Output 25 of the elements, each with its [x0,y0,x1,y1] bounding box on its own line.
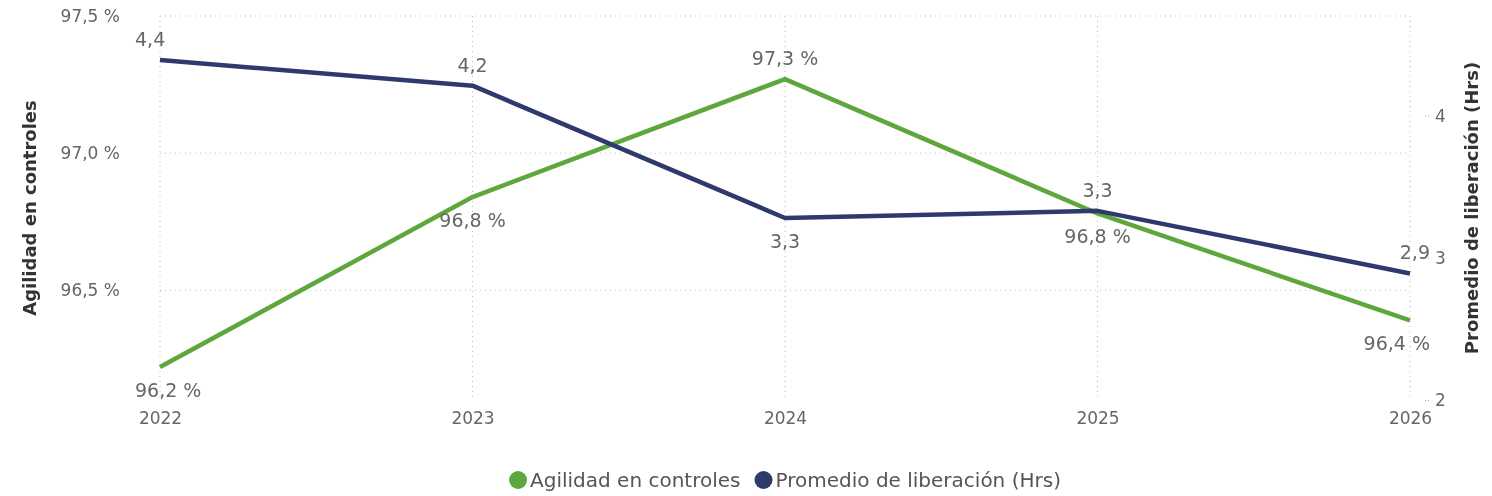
y2-tick-label: 3 [1435,247,1446,268]
x-tick-label: 2026 [1388,408,1433,429]
y-axis-title: Agilidad en controles [19,100,40,316]
x-tick-label: 2024 [763,408,808,429]
y-tick-label: 96,5 % [60,280,120,301]
x-tick-label: 2025 [1076,408,1120,429]
x-tick-label: 2023 [451,408,495,429]
data-label: 97,3 % [751,47,819,70]
y2-axis-title: Promedio de liberación (Hrs) [1461,61,1482,355]
data-label: 96,2 % [135,379,202,402]
data-label: 96,8 % [1064,225,1131,248]
data-label: 3,3 [769,229,801,252]
data-label: 2,9 [1399,241,1430,264]
y2-tick-label: 4 [1435,105,1446,126]
x-tick-label: 2022 [138,408,183,429]
data-label: 4,2 [457,53,488,76]
legend-label: Agilidad en controles [530,468,741,492]
data-label: 4,4 [135,28,166,51]
data-label: 96,4 % [1363,332,1430,355]
data-label: 3,3 [1082,178,1113,201]
legend-label: Promedio de liberación (Hrs) [775,468,1061,492]
y-tick-label: 97,0 % [60,143,120,164]
y2-tick-label: 2 [1435,389,1446,410]
data-label: 96,8 % [439,209,506,232]
y-tick-label: 97,5 % [60,5,120,26]
